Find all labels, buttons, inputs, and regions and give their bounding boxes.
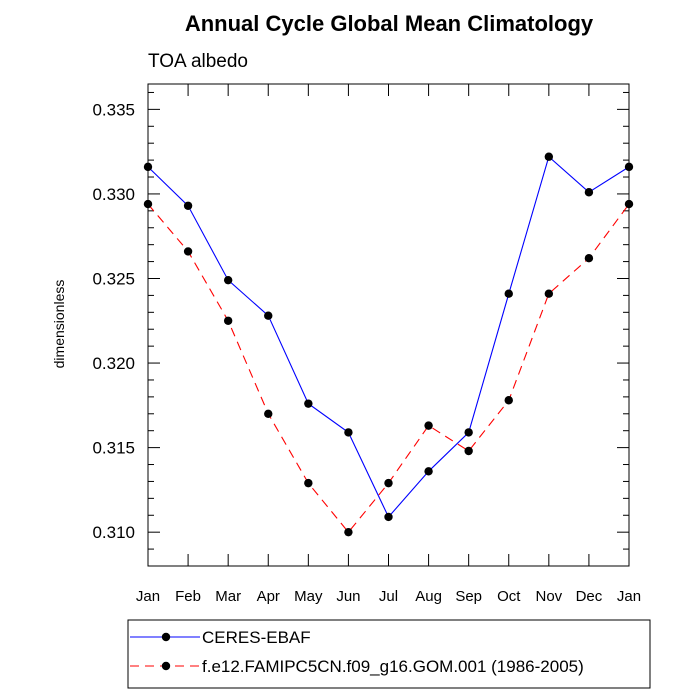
series-1-point — [504, 396, 513, 405]
y-axis-ticks: 0.310 0.315 0.320 0.325 0.330 0.335 — [92, 91, 629, 567]
series-0-point — [584, 188, 594, 197]
series-1-point — [344, 527, 353, 537]
x-tick-label: Oct — [497, 588, 521, 605]
series-0-point — [424, 467, 433, 476]
legend-label-1: f.e12.FAMIPC5CN.f09_g16.GOM.001 (1986-20… — [202, 657, 584, 676]
x-tick-label: Apr — [257, 588, 280, 605]
series-0-point — [304, 399, 313, 408]
series-0-point — [223, 275, 233, 285]
series-0-point — [143, 162, 153, 172]
series-1-point — [624, 199, 634, 209]
x-tick-label: May — [294, 588, 323, 605]
legend-marker-1 — [161, 661, 171, 671]
y-tick-label: 0.310 — [92, 523, 135, 542]
series-0-point — [544, 152, 554, 161]
legend-marker-0 — [161, 632, 171, 642]
x-tick-label: Mar — [215, 588, 241, 605]
x-tick-label: Jul — [379, 588, 398, 605]
series-0-point — [464, 428, 473, 437]
chart-subtitle: TOA albedo — [148, 51, 248, 72]
x-tick-label: Jan — [136, 588, 160, 605]
series-0-point — [344, 428, 353, 437]
y-tick-label: 0.335 — [92, 100, 135, 119]
x-tick-label: Jan — [617, 588, 641, 605]
y-axis-label: dimensionless — [51, 280, 67, 369]
series-1-point — [183, 247, 193, 256]
series-1-point — [544, 289, 554, 298]
series-1-point — [584, 253, 594, 263]
series-group — [143, 152, 634, 537]
legend-box — [127, 619, 651, 689]
series-1-point — [464, 446, 473, 456]
legend: CERES-EBAF f.e12.FAMIPC5CN.f09_g16.GOM.00… — [127, 619, 651, 689]
x-tick-label: Sep — [455, 588, 482, 605]
series-0-point — [504, 289, 513, 298]
series-0-point — [384, 512, 393, 522]
series-line-0 — [147, 155, 630, 518]
series-1-point — [384, 478, 393, 488]
series-1-point — [143, 199, 153, 209]
x-tick-label: Dec — [576, 588, 603, 605]
chart-title: Annual Cycle Global Mean Climatology — [185, 11, 594, 36]
legend-label-0: CERES-EBAF — [202, 628, 311, 647]
series-1-point — [223, 316, 233, 325]
x-axis-ticks: Jan Feb Mar Apr May Jun Jul Aug Sep Oct Nov Dec Jan — [136, 84, 641, 605]
y-tick-label: 0.320 — [92, 354, 135, 373]
x-tick-label: Aug — [415, 588, 442, 605]
series-1-point — [424, 421, 433, 430]
x-tick-label: Nov — [535, 588, 562, 605]
series-1-point — [264, 409, 273, 418]
x-tick-label: Jun — [336, 588, 360, 605]
y-tick-label: 0.315 — [92, 439, 135, 458]
series-0-point — [264, 311, 273, 320]
y-tick-label: 0.325 — [92, 269, 135, 288]
series-1-point — [304, 478, 313, 488]
plot-frame — [147, 83, 630, 567]
y-tick-label: 0.330 — [92, 185, 135, 204]
series-0-point — [624, 162, 634, 172]
x-tick-label: Feb — [175, 588, 201, 605]
series-0-point — [183, 201, 193, 210]
